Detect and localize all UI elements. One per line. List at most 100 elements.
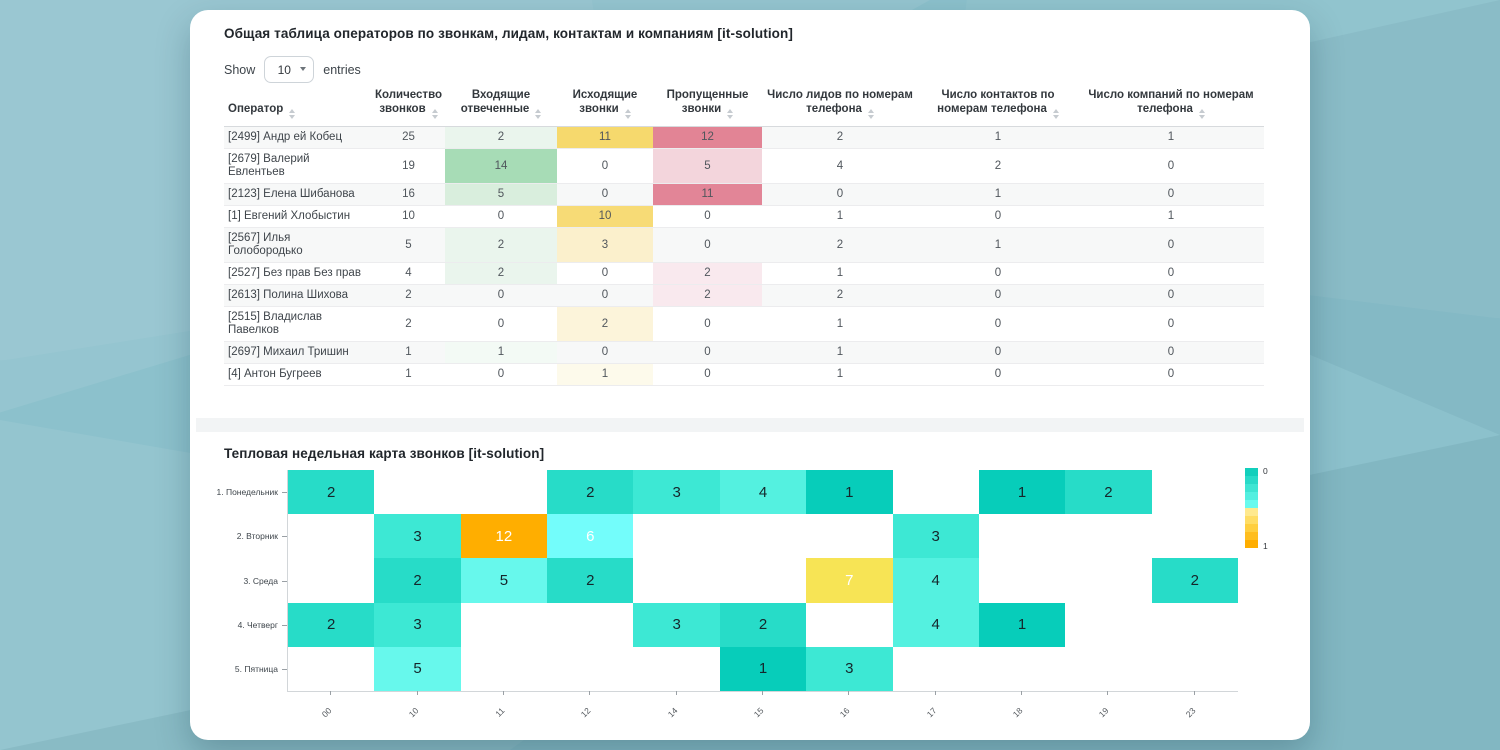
page-size-select[interactable]: 10 bbox=[264, 56, 315, 83]
heatmap-cell[interactable]: 3 bbox=[892, 514, 979, 559]
heatmap-cell[interactable]: 1 bbox=[978, 602, 1066, 647]
column-header-label: Число компаний по номерам телефона bbox=[1088, 89, 1254, 115]
metric-cell: 1 bbox=[445, 341, 557, 364]
metric-cell: 10 bbox=[557, 205, 653, 228]
column-header[interactable]: Число лидов по номерам телефона bbox=[762, 84, 918, 127]
sort-icon bbox=[727, 109, 734, 119]
metric-cell: 0 bbox=[918, 306, 1078, 342]
heatmap-cell[interactable]: 2 bbox=[719, 602, 807, 647]
entries-label: entries bbox=[323, 62, 361, 77]
metric-cell: 1 bbox=[762, 363, 918, 386]
column-header[interactable]: Количество звонков bbox=[372, 84, 445, 127]
heatmap-cell[interactable]: 4 bbox=[892, 558, 979, 603]
table-row: [2123] Елена Шибанова 16 5 0 11 0 1 0 bbox=[224, 183, 1264, 206]
heatmap-cell[interactable]: 3 bbox=[633, 470, 720, 515]
metric-cell: 2 bbox=[445, 227, 557, 263]
column-header[interactable]: Входящие отвеченные bbox=[445, 84, 557, 127]
heatmap-cell[interactable]: 3 bbox=[806, 646, 893, 691]
table-row: [2567] Илья Голобородько 5 2 3 0 2 1 0 bbox=[224, 227, 1264, 263]
table-row: [2679] Валерий Евлентьев 19 14 0 5 4 2 0 bbox=[224, 148, 1264, 184]
sort-icon bbox=[431, 109, 438, 119]
axis-tick bbox=[934, 691, 936, 695]
heatmap-cell[interactable]: 5 bbox=[374, 646, 461, 691]
metric-cell: 3 bbox=[557, 227, 653, 263]
day-label: 3. Среда bbox=[243, 575, 278, 586]
heatmap-cell[interactable]: 3 bbox=[374, 602, 461, 647]
metric-cell: 0 bbox=[918, 363, 1078, 386]
metric-cell: 5 bbox=[653, 148, 762, 184]
metric-cell: 1 bbox=[918, 183, 1078, 206]
metric-cell: 0 bbox=[557, 284, 653, 307]
axis-tick bbox=[502, 691, 504, 695]
operator-name-cell: [2499] Андр ей Кобец bbox=[224, 126, 372, 149]
metric-cell: 1 bbox=[1078, 126, 1264, 149]
column-header-label: Оператор bbox=[228, 103, 284, 115]
operators-table: Оператор Количество звонков Входящие отвеч… bbox=[224, 84, 1264, 386]
metric-cell: 0 bbox=[653, 306, 762, 342]
metric-cell: 2 bbox=[445, 126, 557, 149]
column-header[interactable]: Пропущенные звонки bbox=[653, 84, 762, 127]
column-header-label: Входящие отвеченные bbox=[460, 89, 531, 115]
metric-cell: 0 bbox=[653, 205, 762, 228]
hour-label: 12 bbox=[579, 705, 593, 720]
heatmap-cell[interactable]: 3 bbox=[374, 514, 461, 559]
heatmap-cell[interactable]: 2 bbox=[547, 470, 634, 515]
metric-cell: 0 bbox=[1078, 227, 1264, 263]
heatmap-cell[interactable]: 12 bbox=[460, 514, 548, 559]
hour-label: 18 bbox=[1010, 705, 1025, 720]
heatmap-cell[interactable]: 2 bbox=[1151, 558, 1238, 603]
operator-name-cell: [2613] Полина Шихова bbox=[224, 284, 372, 307]
operators-header-row: Оператор Количество звонков Входящие отвеч… bbox=[224, 84, 1264, 127]
operator-name-cell: [2679] Валерий Евлентьев bbox=[224, 148, 372, 184]
heatmap-cell[interactable]: 3 bbox=[633, 602, 720, 647]
heatmap-cell[interactable]: 5 bbox=[460, 558, 548, 603]
table-row: [2527] Без прав Без прав 4 2 0 2 1 0 0 bbox=[224, 262, 1264, 285]
day-label: 2. Вторник bbox=[236, 531, 278, 542]
heatmap-cell[interactable]: 1 bbox=[806, 470, 893, 515]
metric-cell: 0 bbox=[1078, 183, 1264, 206]
axis-tick bbox=[1193, 691, 1195, 695]
axis-tick bbox=[675, 691, 677, 695]
sort-icon bbox=[867, 109, 874, 119]
metric-cell: 11 bbox=[557, 126, 653, 149]
metric-cell: 16 bbox=[372, 183, 445, 206]
metric-cell: 0 bbox=[653, 341, 762, 364]
heatmap-cell[interactable]: 2 bbox=[288, 470, 375, 515]
operator-name-cell: [2527] Без прав Без прав bbox=[224, 262, 372, 285]
metric-cell: 0 bbox=[918, 341, 1078, 364]
hour-label: 14 bbox=[665, 705, 680, 720]
metric-cell: 2 bbox=[762, 126, 918, 149]
heatmap-cell[interactable]: 1 bbox=[978, 470, 1066, 515]
heatmap-cell[interactable]: 6 bbox=[547, 514, 634, 559]
metric-cell: 0 bbox=[918, 205, 1078, 228]
metric-cell: 0 bbox=[653, 363, 762, 386]
heatmap-cell[interactable]: 7 bbox=[806, 558, 893, 603]
metric-cell: 1 bbox=[1078, 205, 1264, 228]
metric-cell: 19 bbox=[372, 148, 445, 184]
heatmap-cell[interactable]: 2 bbox=[1065, 470, 1152, 515]
metric-cell: 1 bbox=[762, 306, 918, 342]
operators-table-body: [2499] Андр ей Кобец 25 2 11 12 2 1 1 [2679] Вал… bbox=[224, 126, 1264, 386]
column-header[interactable]: Исходящие звонки bbox=[557, 84, 653, 127]
metric-cell: 2 bbox=[762, 284, 918, 307]
column-header[interactable]: Число компаний по номерам телефона bbox=[1078, 84, 1264, 127]
heatmap-cell[interactable]: 2 bbox=[374, 558, 461, 603]
heatmap-cell[interactable]: 4 bbox=[892, 602, 979, 647]
axis-tick bbox=[1021, 691, 1023, 695]
column-header[interactable]: Число контактов по номерам телефона bbox=[918, 84, 1078, 127]
column-header-label: Число контактов по номерам телефона bbox=[937, 89, 1055, 115]
heatmap-cell[interactable]: 2 bbox=[288, 602, 375, 647]
metric-cell: 2 bbox=[372, 284, 445, 307]
column-header-label: Число лидов по номерам телефона bbox=[767, 89, 913, 115]
metric-cell: 1 bbox=[918, 227, 1078, 263]
table-row: [2515] Владислав Павелков 2 0 2 0 1 0 0 bbox=[224, 306, 1264, 342]
heatmap-cell[interactable]: 4 bbox=[719, 470, 807, 515]
heatmap-cell[interactable]: 1 bbox=[719, 646, 807, 691]
axis-tick bbox=[762, 691, 763, 695]
metric-cell: 5 bbox=[372, 227, 445, 263]
metric-cell: 5 bbox=[445, 183, 557, 206]
metric-cell: 2 bbox=[445, 262, 557, 285]
column-header[interactable]: Оператор bbox=[224, 84, 372, 127]
metric-cell: 0 bbox=[1078, 262, 1264, 285]
heatmap-cell[interactable]: 2 bbox=[547, 558, 634, 603]
